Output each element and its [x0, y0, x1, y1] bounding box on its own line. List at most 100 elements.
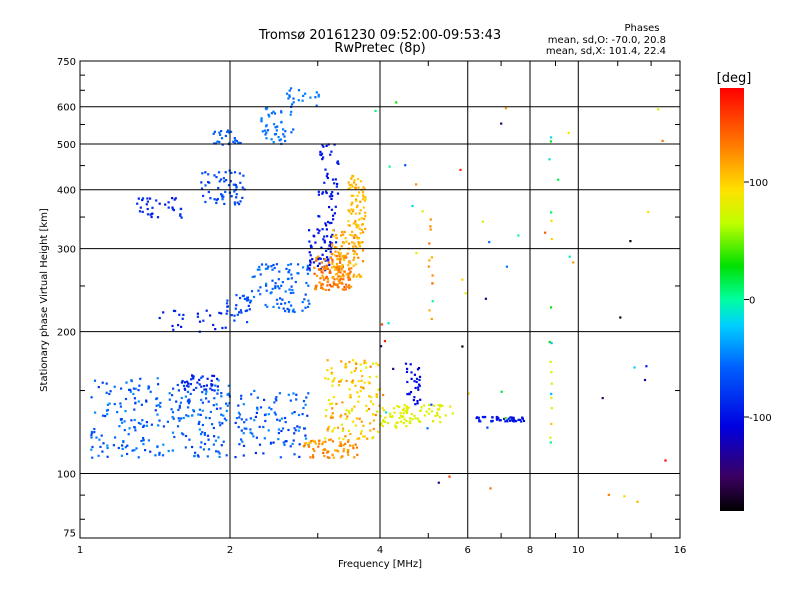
data-point	[354, 443, 357, 446]
data-point	[355, 205, 358, 209]
data-point	[245, 299, 249, 302]
data-point	[418, 375, 422, 378]
data-point	[504, 107, 507, 110]
data-point	[375, 395, 378, 398]
data-point	[264, 267, 267, 270]
x-tick-label: 8	[527, 545, 533, 556]
data-point	[273, 112, 277, 115]
data-point	[325, 266, 328, 269]
data-point	[344, 288, 347, 291]
data-point	[284, 302, 287, 305]
data-point	[348, 276, 351, 279]
data-point	[287, 277, 290, 280]
data-point	[109, 390, 112, 393]
data-point	[356, 453, 359, 456]
data-point	[302, 406, 305, 410]
data-point	[303, 427, 306, 430]
data-point	[98, 438, 101, 441]
data-point	[308, 441, 311, 444]
data-point	[375, 393, 378, 396]
data-point	[347, 453, 350, 457]
data-point	[190, 378, 193, 381]
data-point	[238, 203, 241, 206]
data-point	[406, 393, 409, 396]
data-point	[486, 426, 489, 429]
data-point	[413, 414, 416, 417]
data-point	[342, 278, 345, 281]
data-point	[321, 443, 324, 446]
data-point	[201, 431, 204, 434]
data-point	[347, 261, 350, 264]
data-point	[357, 186, 360, 189]
data-point	[357, 243, 360, 246]
data-point	[316, 264, 319, 267]
data-point	[215, 407, 219, 410]
data-point	[339, 444, 343, 447]
data-point	[657, 108, 660, 111]
colorbar-tick-label: 0	[749, 296, 755, 307]
data-point	[403, 404, 406, 407]
data-point	[345, 256, 348, 259]
data-point	[430, 317, 433, 321]
data-point	[309, 263, 312, 267]
data-point	[257, 289, 260, 292]
data-point	[120, 387, 123, 390]
data-point	[289, 291, 292, 295]
data-point	[249, 431, 252, 434]
data-point	[331, 194, 334, 198]
data-point	[476, 416, 479, 419]
grid	[80, 61, 680, 538]
data-point	[171, 431, 175, 434]
data-point	[338, 444, 341, 447]
data-point	[334, 254, 337, 257]
data-point	[315, 104, 318, 107]
data-point	[362, 186, 365, 189]
data-point	[321, 144, 324, 147]
data-point	[217, 450, 220, 453]
data-point	[259, 286, 262, 289]
data-point	[359, 274, 362, 277]
data-point	[306, 266, 309, 269]
data-point	[405, 411, 408, 414]
data-point	[235, 304, 238, 307]
data-point	[290, 285, 293, 288]
data-point	[219, 133, 222, 136]
data-point	[99, 445, 102, 448]
data-point	[278, 287, 281, 290]
data-point	[550, 211, 553, 214]
data-point	[371, 437, 374, 440]
data-point	[215, 199, 218, 202]
data-point	[200, 376, 203, 379]
data-point	[337, 270, 340, 273]
data-point	[168, 392, 171, 395]
data-point	[351, 241, 354, 244]
data-point	[209, 314, 212, 317]
data-point	[423, 414, 426, 417]
data-point	[319, 153, 322, 156]
data-point	[313, 266, 316, 269]
data-point	[226, 299, 229, 302]
data-point	[201, 401, 204, 404]
data-point	[461, 278, 464, 281]
data-point	[226, 404, 229, 407]
data-point	[328, 206, 331, 209]
data-point	[428, 309, 431, 312]
data-point	[350, 183, 353, 186]
data-point	[406, 408, 409, 411]
data-point	[207, 190, 210, 194]
data-point	[369, 429, 372, 432]
data-point	[198, 420, 201, 423]
data-point	[338, 281, 341, 285]
data-point	[277, 432, 280, 435]
data-point	[338, 267, 341, 270]
data-point	[322, 451, 325, 455]
data-point	[276, 302, 279, 305]
data-point	[205, 388, 208, 391]
data-point	[227, 392, 230, 395]
data-point	[325, 228, 328, 231]
data-point	[242, 454, 245, 457]
data-point	[129, 388, 132, 391]
data-point	[249, 417, 252, 420]
data-point	[142, 438, 145, 442]
data-point	[173, 435, 176, 439]
